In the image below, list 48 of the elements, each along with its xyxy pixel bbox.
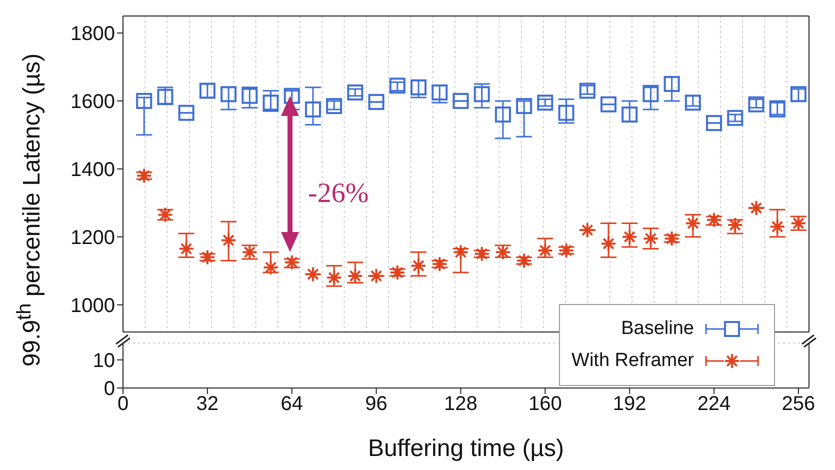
y-tick-label: 1200 [70, 226, 115, 249]
y-tick-label: 1800 [70, 23, 115, 46]
point [262, 94, 279, 111]
x-axis-title: Buffering time (µs) [368, 435, 564, 462]
point [474, 86, 490, 102]
point [748, 96, 764, 112]
point [579, 82, 596, 99]
x-tick-label: 160 [528, 393, 562, 416]
y-tick-label: 0 [104, 378, 115, 400]
point [706, 115, 722, 132]
x-tick-label: 64 [280, 393, 303, 416]
point [368, 94, 384, 110]
x-tick-label: 128 [444, 393, 478, 416]
x-tick-label: 192 [612, 393, 646, 416]
x-tick-label: 32 [196, 393, 219, 416]
point [516, 98, 532, 114]
legend-label: With Reframer [572, 349, 694, 373]
point [600, 96, 616, 112]
point [727, 110, 744, 126]
x-tick-label: 0 [117, 393, 129, 416]
point [242, 88, 258, 104]
point [432, 84, 448, 100]
point [452, 92, 469, 109]
x-tick-label: 256 [782, 393, 816, 416]
point [347, 84, 364, 100]
x-tick-label: 96 [365, 393, 388, 416]
point [684, 94, 701, 111]
y-tick-label: 1600 [70, 91, 115, 114]
legend-label: Baseline [621, 317, 694, 341]
point [664, 76, 680, 92]
point [284, 88, 300, 104]
point [642, 86, 659, 102]
point [304, 101, 321, 118]
x-tick-label: 224 [697, 393, 731, 416]
point [558, 104, 574, 121]
point [326, 98, 342, 114]
point [136, 92, 152, 109]
point [537, 94, 554, 111]
annotation: -26% [308, 178, 369, 210]
y-tick-label: 1400 [70, 159, 115, 182]
y-tick-label: 1000 [70, 294, 115, 317]
point [389, 78, 406, 94]
point [622, 106, 638, 123]
point [494, 106, 511, 123]
point [410, 79, 427, 96]
point [220, 86, 237, 102]
point [178, 104, 194, 121]
y-tick-label: 10 [92, 350, 115, 372]
